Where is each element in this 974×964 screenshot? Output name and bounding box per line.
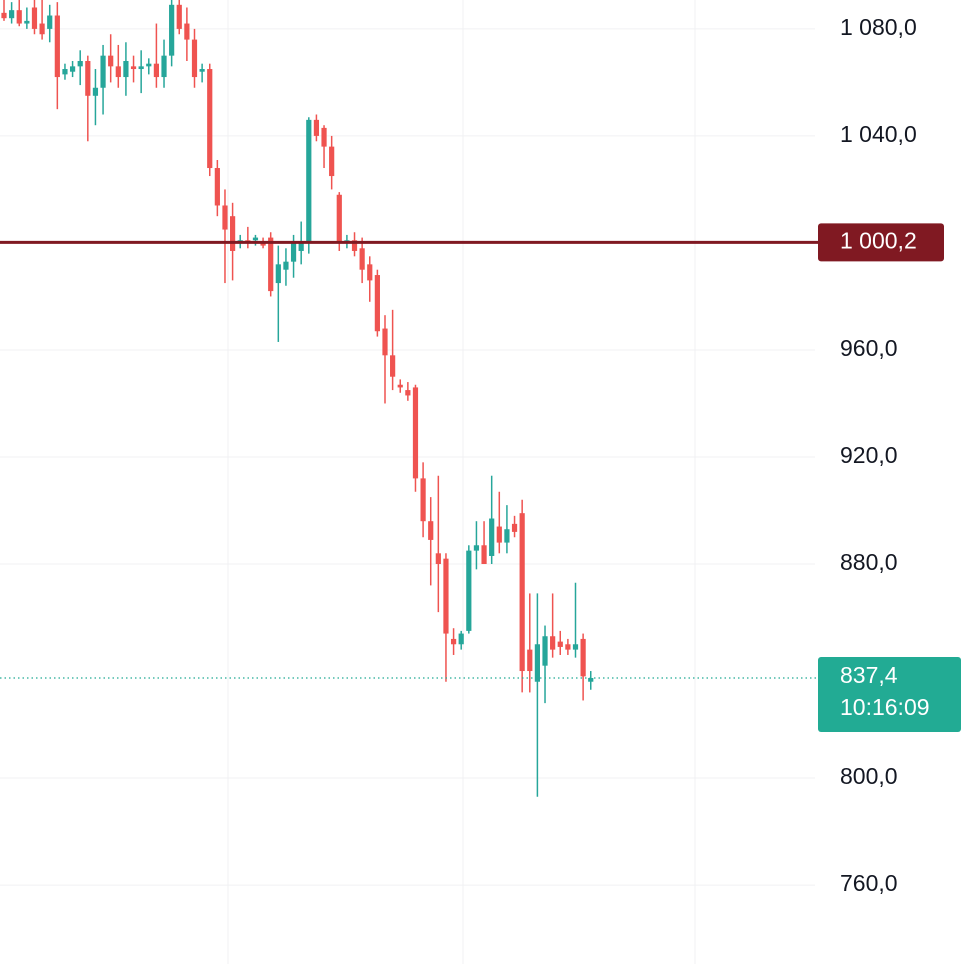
vertical-grid bbox=[227, 0, 696, 964]
candle-body bbox=[146, 63, 152, 67]
candle-body bbox=[275, 264, 281, 284]
candle-body bbox=[222, 205, 228, 230]
candle-body bbox=[458, 633, 464, 645]
candle-body bbox=[580, 638, 586, 677]
candle-body bbox=[214, 168, 220, 206]
candle-body bbox=[405, 390, 411, 396]
candle-body bbox=[230, 216, 236, 251]
candle-body bbox=[260, 242, 266, 246]
candle-body bbox=[481, 545, 487, 565]
candle-body bbox=[31, 7, 38, 29]
last-price-time: 10:16:09 bbox=[840, 694, 930, 720]
last-price-box bbox=[818, 656, 961, 732]
candle-body bbox=[450, 638, 457, 645]
candle-body bbox=[115, 66, 121, 78]
candle-body bbox=[268, 237, 274, 292]
candle-body bbox=[123, 61, 129, 78]
price-line-label-box bbox=[818, 223, 944, 262]
candle-body bbox=[92, 87, 99, 96]
candle-body bbox=[367, 264, 373, 281]
candle-body bbox=[542, 636, 548, 666]
candle-body bbox=[382, 328, 388, 356]
candle-body bbox=[557, 641, 563, 647]
candle-body bbox=[397, 384, 403, 388]
candle-body bbox=[47, 15, 53, 29]
candle-body bbox=[473, 545, 480, 551]
candle-body bbox=[313, 119, 320, 136]
candle-body bbox=[283, 261, 289, 270]
candle-body bbox=[207, 69, 213, 169]
candle-body bbox=[329, 146, 335, 177]
candle-body bbox=[496, 526, 502, 543]
candle-body bbox=[489, 518, 495, 556]
candle-body bbox=[359, 248, 365, 270]
candle-body bbox=[69, 66, 76, 72]
candle-body bbox=[306, 119, 312, 243]
candle-body bbox=[138, 66, 144, 70]
candle-body bbox=[100, 55, 106, 88]
candle-body bbox=[130, 66, 137, 70]
candle-body bbox=[169, 4, 175, 56]
candle-body bbox=[252, 237, 259, 241]
candle-body bbox=[16, 10, 22, 24]
y-tick-label: 1 080,0 bbox=[840, 14, 917, 40]
candle-body bbox=[550, 636, 556, 650]
candle-body bbox=[161, 55, 167, 78]
candle-body bbox=[511, 523, 518, 532]
candle-body bbox=[77, 61, 83, 67]
candle-body bbox=[1, 12, 7, 19]
y-tick-label: 960,0 bbox=[840, 335, 898, 361]
candle-body bbox=[519, 513, 525, 672]
candle-body bbox=[298, 242, 304, 251]
candle-body bbox=[534, 644, 540, 682]
candle-body bbox=[435, 553, 441, 565]
candle-body bbox=[374, 275, 380, 332]
candle-body bbox=[9, 10, 15, 19]
last-price-label: 837,4 bbox=[840, 662, 898, 688]
candle-body bbox=[428, 521, 434, 540]
candle-body bbox=[62, 69, 68, 75]
candle-body bbox=[184, 23, 190, 40]
candle-body bbox=[321, 127, 327, 147]
candle-body bbox=[390, 355, 396, 377]
candle-body bbox=[39, 23, 45, 35]
y-tick-label: 920,0 bbox=[840, 442, 898, 468]
candle-body bbox=[504, 529, 510, 543]
price-line-label: 1 000,2 bbox=[840, 227, 917, 253]
candle-body bbox=[108, 55, 114, 67]
candle-body bbox=[24, 20, 30, 24]
candle-body bbox=[191, 39, 198, 78]
y-tick-label: 1 040,0 bbox=[840, 121, 917, 147]
candle-body bbox=[443, 558, 449, 634]
candle-body bbox=[420, 478, 426, 522]
candle-body bbox=[412, 387, 419, 479]
candle-body bbox=[351, 240, 358, 251]
candle-body bbox=[54, 15, 60, 78]
y-tick-label: 880,0 bbox=[840, 549, 898, 575]
candle-body bbox=[176, 4, 182, 29]
candle-body bbox=[527, 649, 533, 672]
y-tick-label: 760,0 bbox=[840, 870, 898, 896]
candle-body bbox=[588, 677, 594, 682]
candle-body bbox=[572, 644, 579, 650]
candle-body bbox=[466, 550, 472, 631]
candle-body bbox=[85, 61, 91, 96]
candle-body bbox=[199, 69, 205, 72]
candle-body bbox=[565, 644, 571, 650]
y-tick-label: 800,0 bbox=[840, 763, 898, 789]
candle-body bbox=[290, 242, 297, 262]
candle-body bbox=[153, 63, 159, 78]
candle-body bbox=[336, 194, 342, 243]
